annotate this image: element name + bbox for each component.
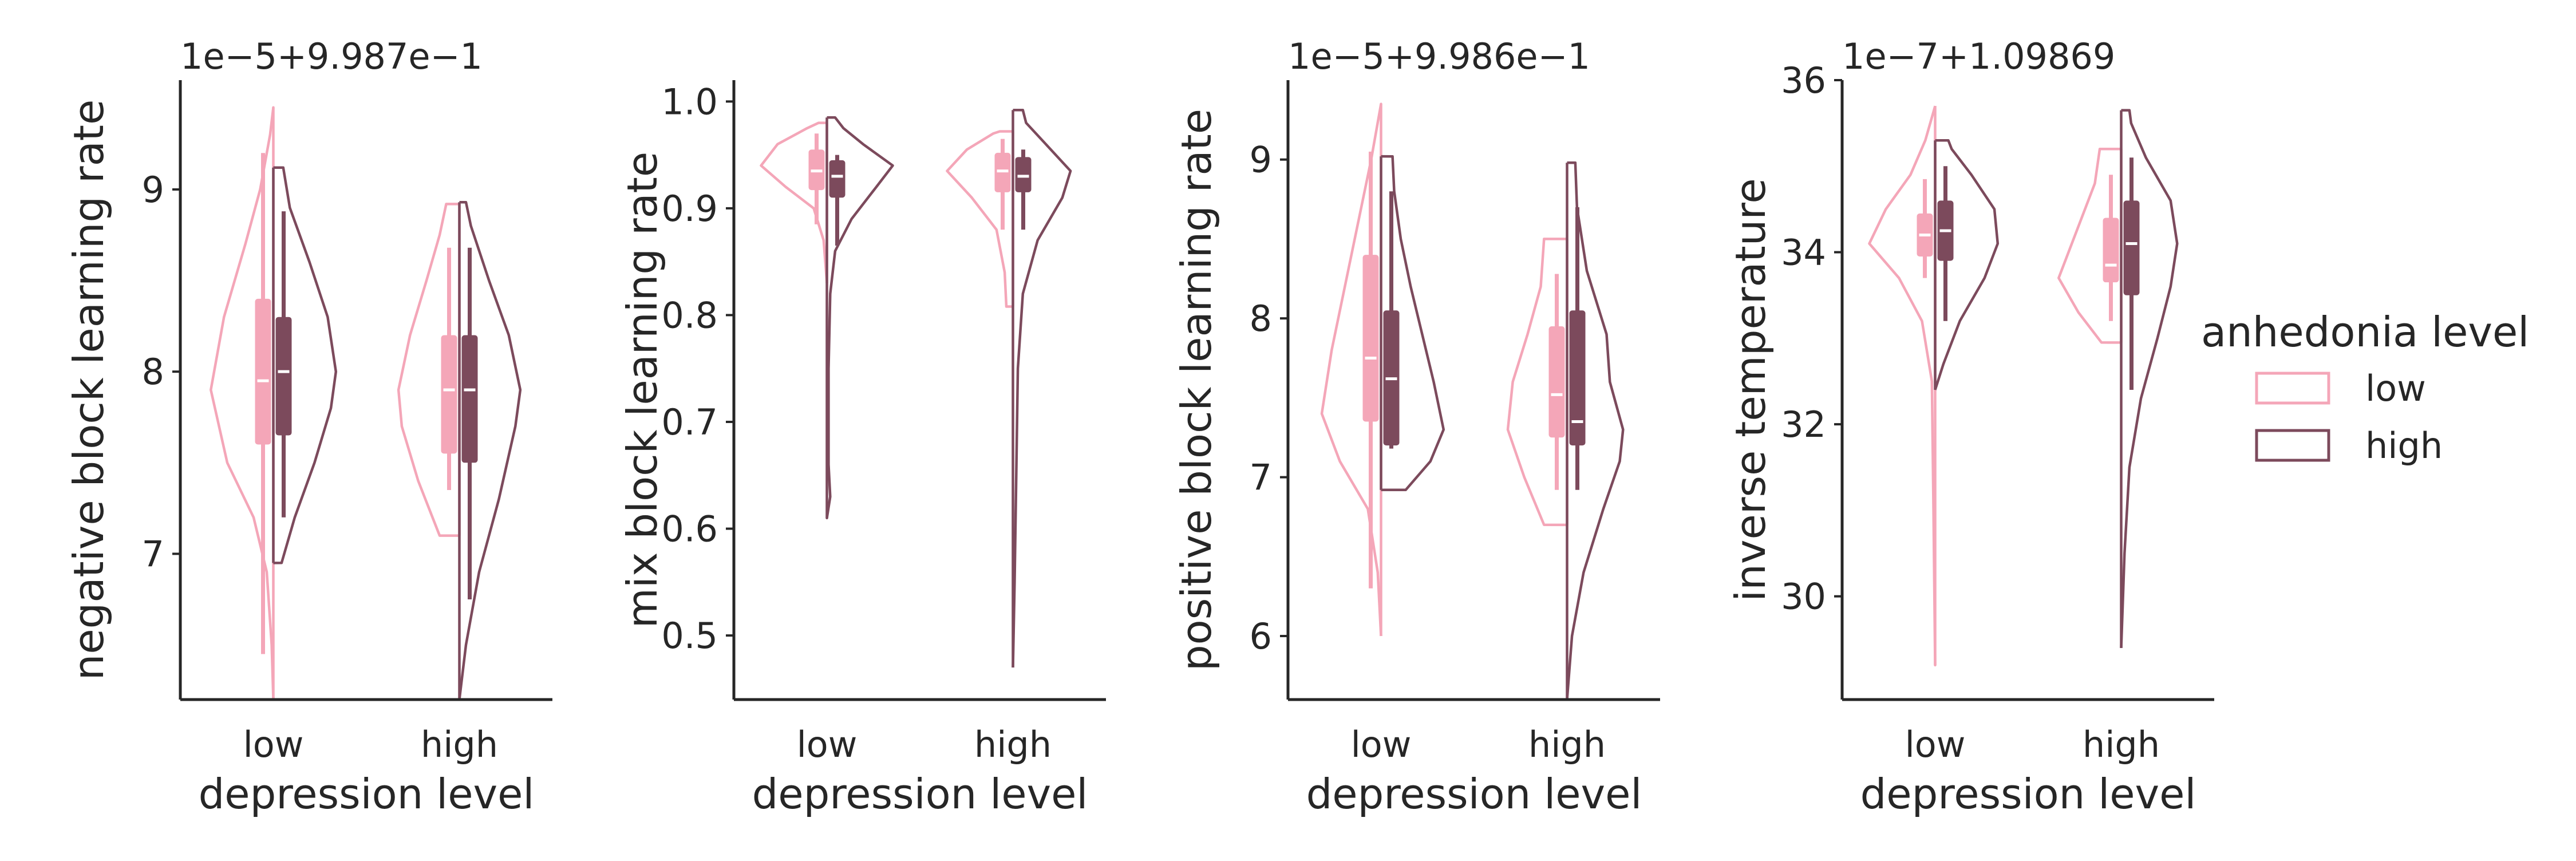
y-tick-label: 0.7: [661, 401, 718, 443]
y-tick-label: 8: [142, 351, 164, 393]
panel-1: low high 7 8 9 1e−5+9.987e−1 negative block le…: [65, 35, 552, 818]
x-axis-label: depression level: [199, 770, 535, 818]
x-tick-label-low: low: [1905, 724, 1966, 765]
y-tick-label: 0.6: [661, 508, 718, 550]
panel-3: low high 6 7 8 9 1e−5+9.986e−1 positive block l…: [1172, 35, 1660, 818]
legend-swatch-low: [2255, 372, 2330, 405]
x-tick-label-low: low: [797, 724, 858, 765]
y-tick-label: 7: [142, 533, 164, 575]
y-tick-label: 1.0: [661, 81, 718, 123]
violin-high-high: [1012, 108, 1072, 669]
box-high-high: [2123, 200, 2140, 295]
panel-2: low high 0.5 0.6 0.7 0.8 0.9 1.0 mix block learn…: [618, 80, 1106, 818]
violin-high-low: [1381, 155, 1445, 492]
violin-low-high: [1506, 238, 1567, 527]
violin-high-low: [273, 166, 338, 564]
box-low-high: [1548, 326, 1565, 438]
box-low-high: [2103, 218, 2119, 283]
box-high-low: [829, 160, 846, 198]
violin-low-low: [1868, 104, 1937, 667]
box-high-high: [1015, 157, 1032, 192]
legend: anhedonia level low high: [2201, 308, 2529, 467]
x-tick-label-high: high: [1528, 724, 1606, 765]
violin-low-low: [760, 121, 828, 285]
box-high-high: [1569, 310, 1586, 446]
y-axis-label: negative block learning rate: [65, 100, 113, 681]
axis-offset-text: 1e−5+9.987e−1: [180, 35, 483, 77]
x-tick-label-low: low: [1351, 724, 1412, 765]
box-high-low: [275, 317, 292, 436]
y-tick-label: 30: [1781, 576, 1826, 618]
legend-label-low: low: [2365, 368, 2426, 409]
legend-title: anhedonia level: [2201, 308, 2529, 356]
y-axis-label: inverse temperature: [1726, 178, 1775, 601]
violin-high-high: [1566, 161, 1625, 700]
box-low-high: [994, 152, 1011, 192]
violin-high-low: [1934, 139, 2000, 390]
legend-swatch-high: [2255, 429, 2330, 462]
panel-4: low high 30 32 34 36 1e−7+1.09869 inverse tempe…: [1726, 35, 2214, 818]
violin-high-low: [825, 116, 894, 520]
y-tick-label: 0.5: [661, 615, 718, 657]
violin-high-high: [458, 200, 522, 700]
box-low-low: [255, 298, 271, 445]
y-tick-label: 34: [1781, 232, 1826, 274]
axis-offset-text: 1e−5+9.986e−1: [1288, 35, 1590, 77]
y-tick-label: 6: [1250, 615, 1272, 657]
x-tick-label-high: high: [974, 724, 1052, 765]
x-axis-label: depression level: [1860, 770, 2196, 818]
violin-high-high: [2120, 109, 2179, 650]
violin-low-high: [2057, 147, 2121, 344]
violin-low-high: [397, 203, 460, 537]
x-tick-label-high: high: [421, 724, 498, 765]
y-axis-label: mix block learning rate: [618, 152, 666, 628]
y-tick-label: 0.8: [661, 294, 718, 336]
box-high-high: [461, 335, 478, 463]
x-axis-label: depression level: [1306, 770, 1642, 818]
y-tick-label: 36: [1781, 60, 1826, 101]
violin-low-high: [946, 130, 1013, 308]
y-tick-label: 7: [1250, 457, 1272, 499]
y-tick-label: 9: [1250, 139, 1272, 181]
legend-label-high: high: [2365, 425, 2443, 467]
y-tick-label: 9: [142, 169, 164, 211]
x-tick-label-low: low: [243, 724, 304, 765]
y-tick-label: 0.9: [661, 188, 718, 230]
violin-low-low: [1320, 102, 1382, 638]
box-low-low: [1362, 255, 1379, 422]
violin-low-low: [210, 106, 275, 700]
axis-offset-text: 1e−7+1.09869: [1842, 35, 2115, 77]
x-axis-label: depression level: [752, 770, 1088, 818]
x-tick-label-high: high: [2083, 724, 2160, 765]
y-tick-label: 32: [1781, 404, 1826, 445]
y-tick-label: 8: [1250, 298, 1272, 339]
y-axis-label: positive block learning rate: [1172, 109, 1220, 671]
box-low-high: [441, 335, 457, 454]
